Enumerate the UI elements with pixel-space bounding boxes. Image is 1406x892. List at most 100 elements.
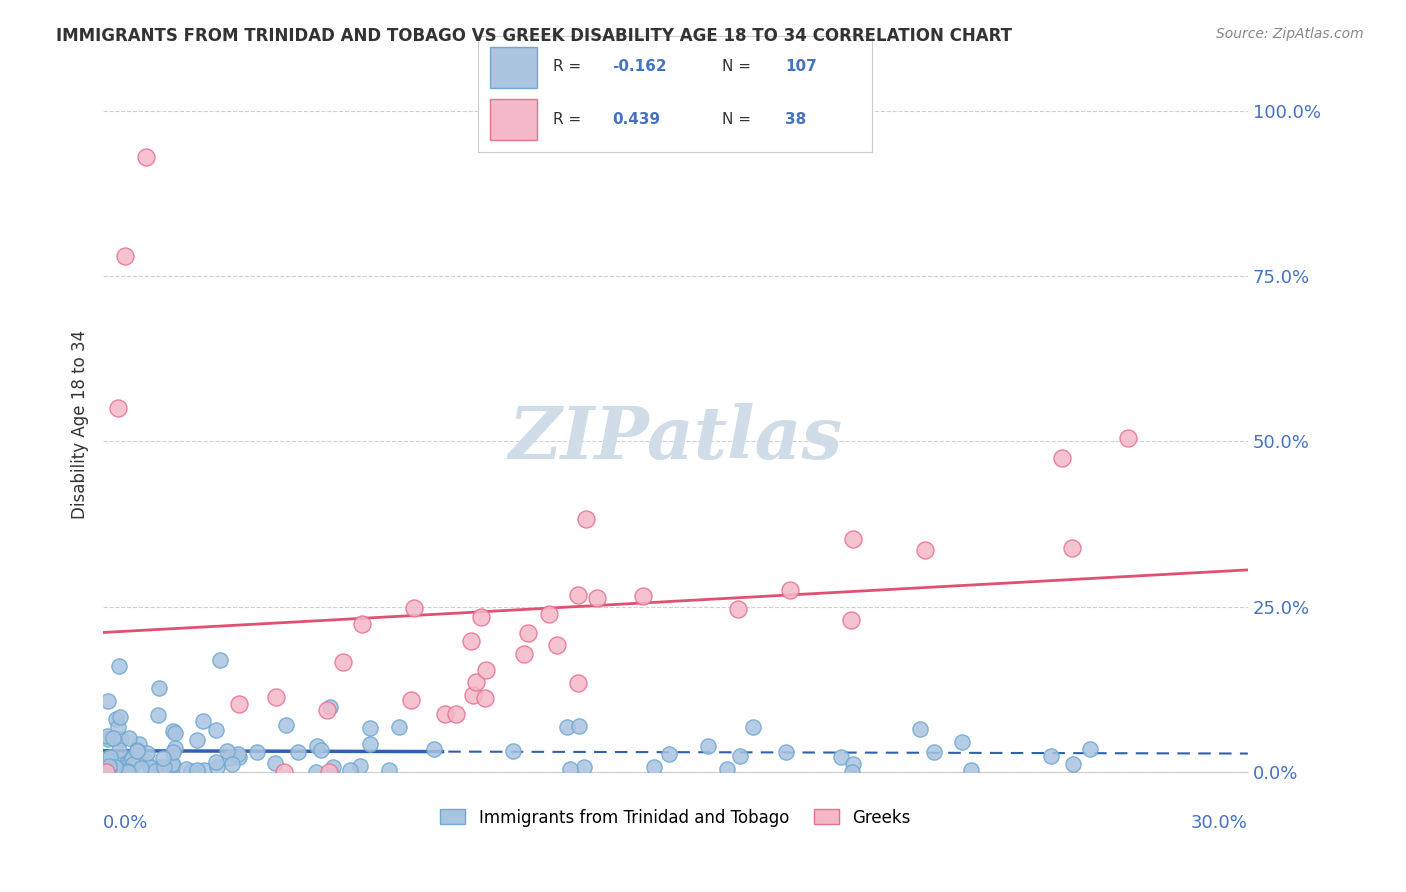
Point [276, 717, 298, 731]
Point [165, 726, 187, 740]
Point [152, 759, 174, 773]
Point [149, 760, 172, 774]
Text: N =: N = [723, 60, 756, 75]
Point [922, 745, 945, 759]
Point [96, 729, 118, 743]
Point [125, 742, 148, 756]
Point [104, 764, 127, 779]
Point [120, 758, 142, 772]
Point [105, 712, 128, 726]
Point [352, 617, 374, 632]
Point [1060, 541, 1083, 555]
Point [205, 759, 228, 773]
Point [697, 739, 720, 754]
Text: IMMIGRANTS FROM TRINIDAD AND TOBAGO VS GREEK DISABILITY AGE 18 TO 34 CORRELATION: IMMIGRANTS FROM TRINIDAD AND TOBAGO VS G… [56, 27, 1012, 45]
Point [502, 744, 524, 758]
Point [959, 764, 981, 778]
Point [104, 760, 127, 774]
Point [215, 744, 238, 758]
Point [1052, 451, 1074, 466]
Point [319, 700, 342, 714]
Point [841, 764, 863, 779]
Legend: Immigrants from Trinidad and Tobago, Greeks: Immigrants from Trinidad and Tobago, Gre… [433, 802, 917, 833]
Point [143, 764, 166, 778]
Point [160, 757, 183, 772]
Point [162, 745, 184, 759]
Point [311, 743, 333, 757]
Point [100, 758, 122, 772]
Point [117, 764, 139, 779]
Point [567, 676, 589, 690]
Point [558, 762, 581, 776]
Point [98, 749, 121, 764]
Point [152, 751, 174, 765]
Point [107, 743, 129, 757]
Point [839, 613, 862, 627]
Text: -0.162: -0.162 [612, 60, 666, 75]
Point [908, 722, 931, 736]
Point [135, 754, 157, 768]
Point [180, 764, 202, 779]
Point [377, 763, 399, 777]
Point [315, 703, 337, 717]
Text: 30.0%: 30.0% [1191, 814, 1249, 831]
Point [513, 647, 536, 661]
Point [841, 533, 863, 547]
Point [94, 758, 117, 772]
Text: 0.0%: 0.0% [103, 814, 149, 831]
Point [716, 762, 738, 776]
Point [96, 750, 118, 764]
Point [186, 732, 208, 747]
Point [110, 732, 132, 747]
FancyBboxPatch shape [489, 47, 537, 88]
Point [318, 765, 340, 780]
Point [120, 763, 142, 777]
Point [93, 761, 115, 775]
Point [115, 759, 138, 773]
Point [129, 761, 152, 775]
Point [191, 714, 214, 728]
Point [121, 752, 143, 766]
Text: 107: 107 [785, 60, 817, 75]
Point [1118, 431, 1140, 445]
Point [474, 691, 496, 706]
Point [114, 249, 136, 263]
Text: R =: R = [553, 60, 586, 75]
Point [108, 763, 131, 777]
Point [228, 697, 250, 711]
Point [107, 720, 129, 734]
Point [1080, 741, 1102, 756]
Text: 0.439: 0.439 [612, 112, 659, 127]
Point [349, 759, 371, 773]
Point [98, 759, 121, 773]
Point [125, 744, 148, 758]
Point [575, 512, 598, 526]
Point [475, 664, 498, 678]
Point [546, 638, 568, 652]
Point [842, 756, 865, 771]
Point [305, 764, 328, 779]
Point [643, 760, 665, 774]
Point [148, 708, 170, 723]
Point [567, 588, 589, 602]
Point [107, 401, 129, 416]
Point [332, 655, 354, 669]
Point [585, 591, 607, 605]
Point [464, 674, 486, 689]
Point [246, 745, 269, 759]
Point [163, 741, 186, 756]
Point [93, 762, 115, 776]
Point [574, 759, 596, 773]
Point [204, 723, 226, 738]
Point [727, 601, 749, 615]
Point [101, 731, 124, 746]
Point [107, 659, 129, 673]
Point [162, 758, 184, 772]
Point [322, 760, 344, 774]
Point [101, 751, 124, 765]
Point [538, 607, 561, 621]
Point [658, 747, 681, 761]
Point [460, 634, 482, 648]
Text: 38: 38 [785, 112, 807, 127]
Point [97, 732, 120, 747]
